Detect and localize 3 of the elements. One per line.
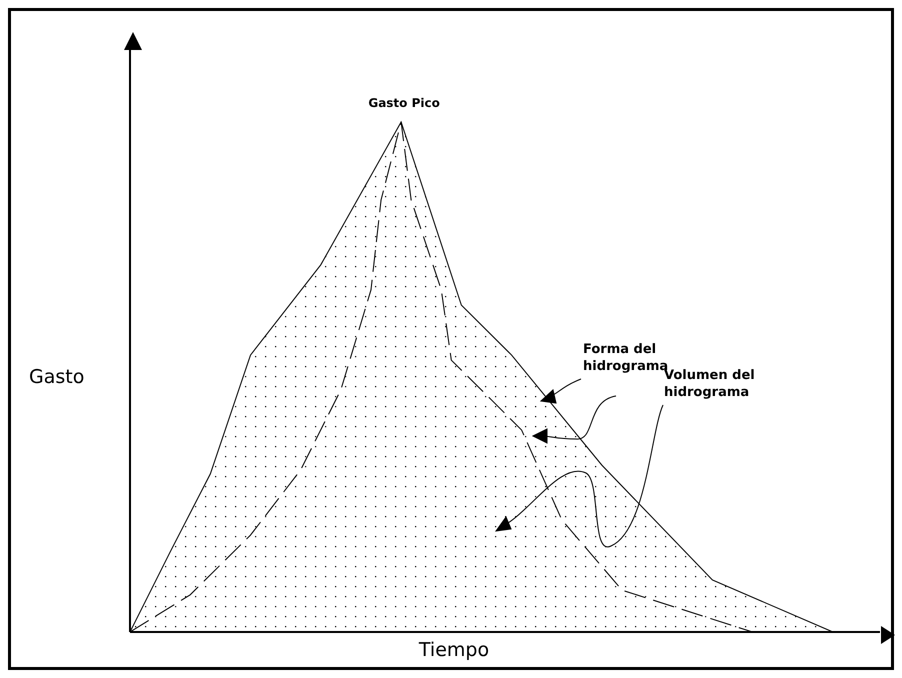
y-axis-title: Gasto: [29, 366, 84, 388]
x-axis-title: Tiempo: [418, 639, 490, 661]
text: Gasto Pico: [367, 95, 441, 112]
